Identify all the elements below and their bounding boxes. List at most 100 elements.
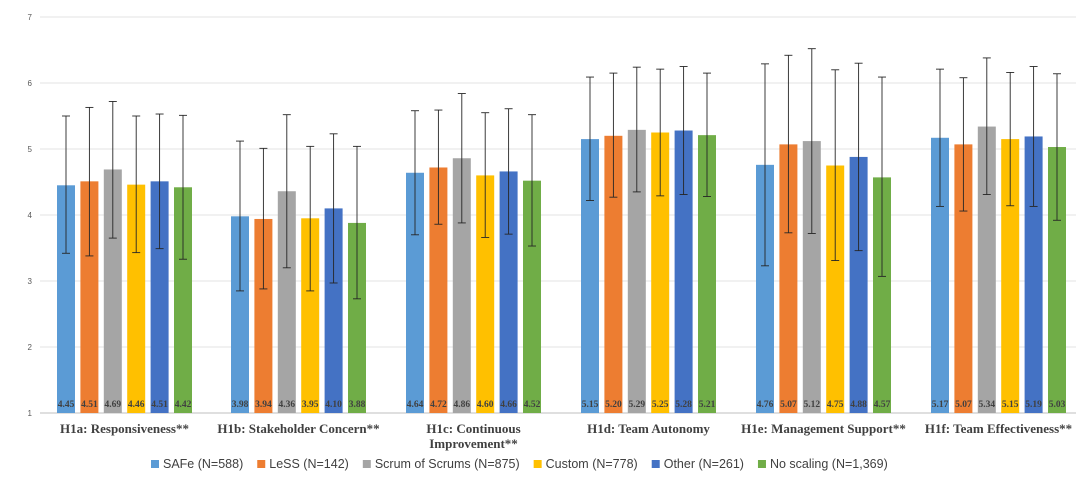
- bar: [873, 177, 891, 413]
- legend-swatch: [362, 460, 371, 468]
- legend-item: No scaling (N=1,369): [757, 457, 888, 471]
- bar: [103, 169, 122, 413]
- legend-swatch: [151, 460, 159, 468]
- bar: [476, 175, 495, 413]
- bar: [954, 144, 973, 413]
- data-label: 4.86: [453, 400, 470, 410]
- data-label: 4.52: [524, 400, 541, 410]
- data-label: 3.88: [349, 400, 366, 410]
- legend-item: LeSS (N=142): [257, 457, 349, 471]
- x-axis: H1a: Responsiveness** H1b: Stakeholder Co…: [60, 421, 1072, 451]
- data-label: 5.15: [1002, 400, 1019, 410]
- data-label: 5.19: [1025, 400, 1042, 410]
- bar: [826, 165, 845, 413]
- data-label: 4.45: [58, 400, 75, 410]
- bar: [627, 129, 646, 414]
- y-tick-label: 3: [28, 277, 33, 286]
- legend-item: Other (N=261): [651, 457, 744, 471]
- y-tick-label: 7: [28, 13, 33, 22]
- legend-label: Other (N=261): [664, 457, 744, 471]
- legend-swatch: [257, 460, 266, 468]
- legend: SAFe (N=588) LeSS (N=142) Scrum of Scrums …: [151, 457, 888, 471]
- data-label: 5.25: [652, 400, 669, 410]
- data-label: 5.29: [628, 400, 645, 410]
- category-label: H1f: Team Effectiveness**: [925, 421, 1072, 436]
- bar: [849, 156, 868, 414]
- bar: [698, 135, 716, 413]
- data-label: 5.12: [803, 400, 820, 410]
- y-axis: 1 2 3 4 5 6 7: [28, 13, 33, 418]
- data-label: 5.15: [582, 400, 599, 410]
- data-label: 5.07: [780, 400, 797, 410]
- data-label: 4.64: [407, 400, 424, 410]
- bar: [57, 185, 75, 413]
- bar: [499, 171, 518, 413]
- data-label: 4.51: [151, 400, 168, 410]
- data-label: 4.51: [81, 400, 98, 410]
- legend-swatch: [651, 460, 660, 468]
- bar: [1048, 147, 1066, 413]
- bars: [57, 126, 1066, 414]
- bar: [802, 141, 821, 413]
- gridlines: [40, 16, 1076, 414]
- bar: [127, 184, 146, 413]
- legend-swatch: [533, 460, 542, 468]
- data-label: 4.66: [500, 400, 517, 410]
- bar: [254, 218, 273, 413]
- legend-swatch: [757, 460, 766, 468]
- category-label: H1d: Team Autonomy: [587, 421, 710, 436]
- bar: [348, 222, 366, 413]
- legend-label: No scaling (N=1,369): [770, 457, 888, 471]
- data-label: 5.28: [675, 400, 692, 410]
- legend-label: LeSS (N=142): [269, 457, 349, 471]
- error-bars: [62, 48, 1061, 300]
- legend-item: SAFe (N=588): [151, 457, 243, 471]
- data-label: 4.36: [278, 400, 295, 410]
- bar: [523, 180, 541, 413]
- bar: [779, 144, 798, 413]
- data-label: 4.75: [827, 400, 844, 410]
- category-label: H1b: Stakeholder Concern**: [217, 421, 379, 436]
- data-label: 4.72: [430, 400, 447, 410]
- data-label: 5.34: [978, 400, 995, 410]
- data-label: 5.17: [932, 400, 949, 410]
- data-label: 4.57: [874, 400, 891, 410]
- data-label: 5.21: [699, 400, 716, 410]
- data-label: 3.94: [255, 400, 272, 410]
- bar: [174, 187, 192, 413]
- bar: [429, 167, 448, 413]
- category-label: H1a: Responsiveness**: [60, 421, 189, 436]
- data-label: 4.46: [128, 400, 145, 410]
- bar: [277, 191, 296, 413]
- legend-label: SAFe (N=588): [163, 457, 243, 471]
- category-label: H1e: Management Support**: [741, 421, 906, 436]
- y-tick-label: 6: [28, 79, 33, 88]
- bar: [977, 126, 996, 413]
- data-labels: 4.45 3.98 4.64 5.15 4.76 5.17 4.51 3.94 4.72 5.20…: [58, 400, 1066, 410]
- legend-label: Custom (N=778): [546, 457, 638, 471]
- y-tick-label: 1: [28, 409, 33, 418]
- data-label: 4.69: [104, 400, 121, 410]
- bar: [1024, 136, 1043, 413]
- data-label: 3.98: [232, 400, 249, 410]
- legend-item: Custom (N=778): [533, 457, 638, 471]
- y-tick-label: 2: [28, 343, 33, 352]
- data-label: 4.42: [175, 400, 192, 410]
- data-label: 4.76: [757, 400, 774, 410]
- bar: [150, 181, 169, 413]
- bar: [1001, 139, 1020, 413]
- bar: [604, 135, 623, 414]
- data-label: 5.03: [1049, 400, 1066, 410]
- bar: [80, 181, 99, 413]
- data-label: 5.07: [955, 400, 972, 410]
- legend-label: Scrum of Scrums (N=875): [375, 457, 520, 471]
- bar: [406, 172, 424, 413]
- data-label: 4.10: [325, 400, 342, 410]
- data-label: 4.88: [850, 400, 867, 410]
- bar: [674, 130, 693, 413]
- bar: [756, 164, 774, 413]
- bar: [581, 139, 599, 413]
- data-label: 3.95: [302, 400, 319, 410]
- y-tick-label: 5: [28, 145, 33, 154]
